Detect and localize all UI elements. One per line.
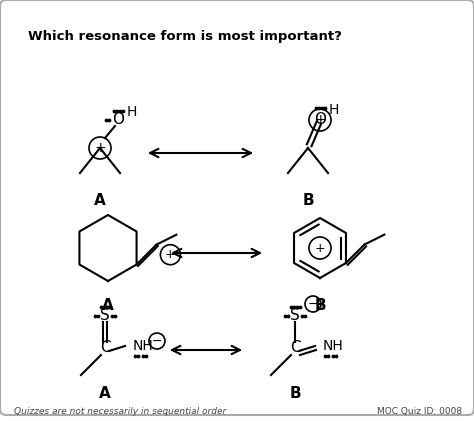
Text: MOC Quiz ID: 0008: MOC Quiz ID: 0008 [377,407,462,416]
Text: O: O [314,112,326,128]
Text: A: A [102,298,114,313]
Text: C: C [100,341,110,355]
Text: H: H [127,105,137,119]
Text: A: A [99,386,111,401]
Text: S: S [100,309,110,323]
Text: −: − [152,335,162,347]
Text: B: B [314,298,326,313]
Text: B: B [302,193,314,208]
Text: NH: NH [133,339,154,353]
Text: C: C [290,341,301,355]
Text: −: − [308,298,318,311]
Text: A: A [94,193,106,208]
Text: B: B [289,386,301,401]
Text: O: O [112,112,124,128]
Text: NH: NH [323,339,344,353]
Text: Which resonance form is most important?: Which resonance form is most important? [28,30,342,43]
Text: +: + [94,141,106,155]
Text: Quizzes are not necessarily in sequential order: Quizzes are not necessarily in sequentia… [14,407,226,416]
Text: +: + [315,242,325,255]
Text: +: + [165,248,176,261]
Text: H: H [329,103,339,117]
Text: S: S [290,309,300,323]
Text: +: + [314,113,326,127]
